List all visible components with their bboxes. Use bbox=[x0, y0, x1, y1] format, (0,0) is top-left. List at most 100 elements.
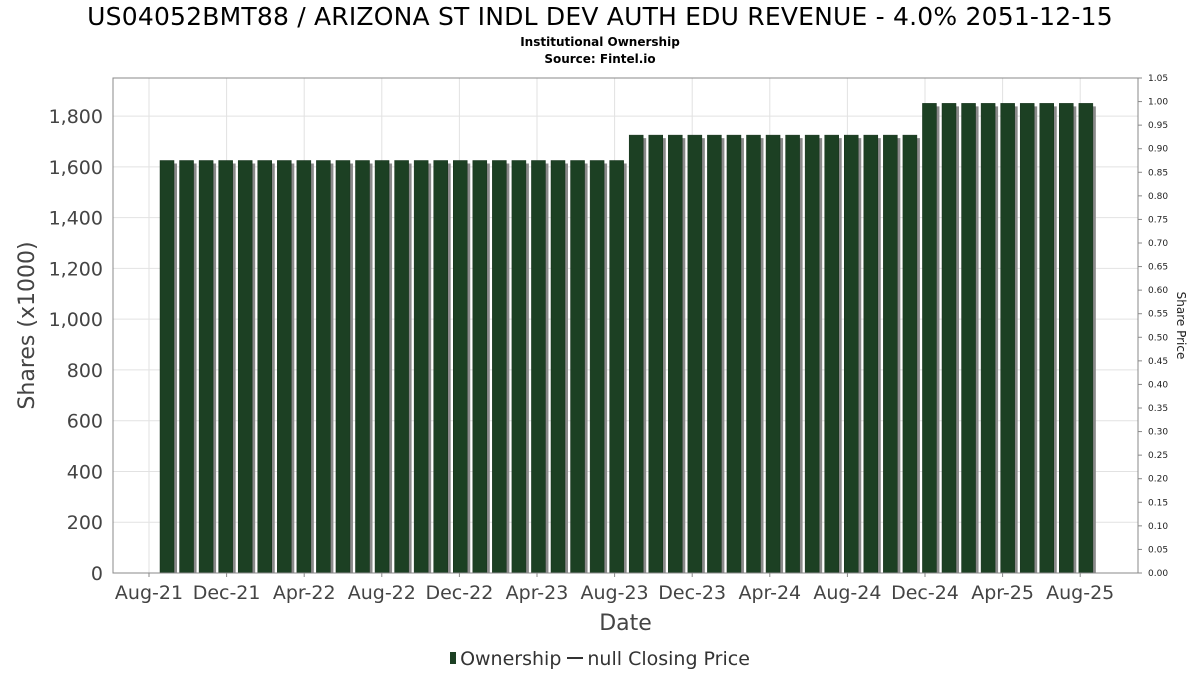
y-axis-label: Shares (x1000) bbox=[15, 241, 40, 409]
ownership-bar bbox=[237, 160, 253, 574]
x-tick-label: Aug-24 bbox=[813, 582, 881, 604]
y2-tick-label: 0.65 bbox=[1148, 263, 1168, 273]
ownership-bar bbox=[355, 160, 370, 574]
y-tick-label: 800 bbox=[67, 360, 103, 382]
ownership-bar bbox=[941, 103, 957, 574]
ownership-bar bbox=[648, 134, 663, 574]
plot-border bbox=[112, 77, 1139, 574]
x-tick-label: Apr-23 bbox=[506, 582, 569, 604]
ownership-bar bbox=[902, 134, 918, 574]
y2-tick-label: 0.00 bbox=[1148, 569, 1168, 579]
y2-tick-label: 0.40 bbox=[1148, 380, 1168, 390]
x-tick-label: Dec-21 bbox=[193, 582, 261, 604]
x-tick-label: Aug-22 bbox=[348, 582, 416, 604]
chart-title: US04052BMT88 / ARIZONA ST INDL DEV AUTH … bbox=[87, 2, 1113, 31]
x-tick-label: Aug-21 bbox=[115, 582, 183, 604]
ownership-bar bbox=[726, 134, 742, 574]
ownership-bar bbox=[531, 160, 546, 574]
legend-price-line bbox=[567, 657, 584, 659]
x-tick-label: Apr-24 bbox=[738, 582, 801, 604]
legend-ownership-swatch bbox=[450, 652, 457, 664]
ownership-bar bbox=[1000, 103, 1015, 574]
y2-tick-label: 1.00 bbox=[1148, 98, 1168, 108]
ownership-bar bbox=[668, 134, 683, 574]
ownership-bar bbox=[218, 160, 233, 574]
ownership-bar bbox=[628, 134, 644, 574]
ownership-bar bbox=[844, 134, 859, 574]
chart-source: Source: Fintel.io bbox=[544, 52, 656, 66]
ownership-bar bbox=[394, 160, 409, 574]
ownership-bar bbox=[961, 103, 976, 574]
y-tick-label: 1,200 bbox=[49, 258, 103, 280]
y2-tick-label: 0.25 bbox=[1148, 451, 1168, 461]
x-tick-label: Apr-22 bbox=[273, 582, 336, 604]
ownership-bar bbox=[257, 160, 272, 574]
ownership-bar bbox=[492, 160, 507, 574]
ownership-bar bbox=[198, 160, 214, 574]
ownership-bar bbox=[296, 160, 312, 574]
x-tick-label: Aug-25 bbox=[1046, 582, 1114, 604]
y2-tick-label: 0.35 bbox=[1148, 404, 1168, 414]
ownership-bar bbox=[1059, 103, 1074, 574]
y2-tick-label: 0.60 bbox=[1148, 286, 1168, 296]
y2-tick-label: 0.10 bbox=[1148, 522, 1168, 532]
ownership-bar bbox=[570, 160, 585, 574]
ownership-bar bbox=[159, 160, 175, 574]
y-tick-label: 200 bbox=[67, 512, 103, 534]
y-tick-label: 1,000 bbox=[49, 309, 103, 331]
ownership-bar bbox=[433, 160, 448, 574]
ownership-bar bbox=[179, 160, 194, 574]
ownership-bar bbox=[374, 160, 390, 574]
ownership-bar bbox=[765, 134, 781, 574]
ownership-bar bbox=[609, 160, 624, 574]
ownership-bar bbox=[335, 160, 351, 574]
ownership-bar bbox=[707, 134, 722, 574]
ownership-bar bbox=[883, 134, 898, 574]
ownership-bar bbox=[413, 160, 429, 574]
ownership-bar bbox=[804, 134, 820, 574]
ownership-bar bbox=[785, 134, 800, 574]
y-tick-label: 0 bbox=[91, 563, 103, 585]
y2-tick-label: 0.20 bbox=[1148, 475, 1168, 485]
y-tick-label: 400 bbox=[67, 461, 103, 483]
y2-tick-label: 0.30 bbox=[1148, 428, 1168, 438]
x-axis-label: Date bbox=[599, 611, 652, 636]
ownership-bar bbox=[277, 160, 292, 574]
ownership-bar bbox=[1078, 103, 1094, 574]
legend-price-label: null Closing Price bbox=[587, 648, 750, 670]
y2-axis-label: Share Price bbox=[1174, 292, 1188, 360]
y2-tick-label: 0.75 bbox=[1148, 215, 1168, 225]
x-tick-label: Dec-22 bbox=[425, 582, 493, 604]
ownership-bar bbox=[453, 160, 468, 574]
x-tick-label: Aug-23 bbox=[581, 582, 649, 604]
y2-tick-label: 0.50 bbox=[1148, 333, 1168, 343]
y-tick-label: 600 bbox=[67, 411, 103, 433]
y2-tick-label: 1.05 bbox=[1148, 74, 1168, 84]
ownership-bar bbox=[863, 134, 879, 574]
ownership-bar bbox=[550, 160, 566, 574]
y2-tick-label: 0.90 bbox=[1148, 145, 1168, 155]
y2-tick-label: 0.85 bbox=[1148, 168, 1168, 178]
chart-legend: Ownership null Closing Price bbox=[0, 648, 1200, 670]
y-tick-label: 1,800 bbox=[49, 106, 103, 128]
legend-ownership-label: Ownership bbox=[460, 648, 562, 670]
ownership-bar bbox=[746, 134, 761, 574]
y-tick-label: 1,600 bbox=[49, 157, 103, 179]
y2-tick-label: 0.95 bbox=[1148, 121, 1168, 131]
y2-tick-label: 0.05 bbox=[1148, 545, 1168, 555]
y2-tick-label: 0.45 bbox=[1148, 357, 1168, 367]
x-tick-label: Apr-25 bbox=[971, 582, 1034, 604]
y2-tick-label: 0.55 bbox=[1148, 310, 1168, 320]
ownership-bar bbox=[472, 160, 488, 574]
ownership-bar bbox=[922, 103, 937, 574]
chart-subtitle: Institutional Ownership bbox=[520, 35, 680, 49]
ownership-bar bbox=[824, 134, 839, 574]
x-tick-label: Dec-23 bbox=[658, 582, 726, 604]
y2-tick-label: 0.15 bbox=[1148, 498, 1168, 508]
ownership-bar bbox=[316, 160, 331, 574]
ownership-bar bbox=[1039, 103, 1054, 574]
ownership-bar bbox=[589, 160, 605, 574]
y2-tick-label: 0.80 bbox=[1148, 192, 1168, 202]
y-tick-label: 1,400 bbox=[49, 208, 103, 230]
